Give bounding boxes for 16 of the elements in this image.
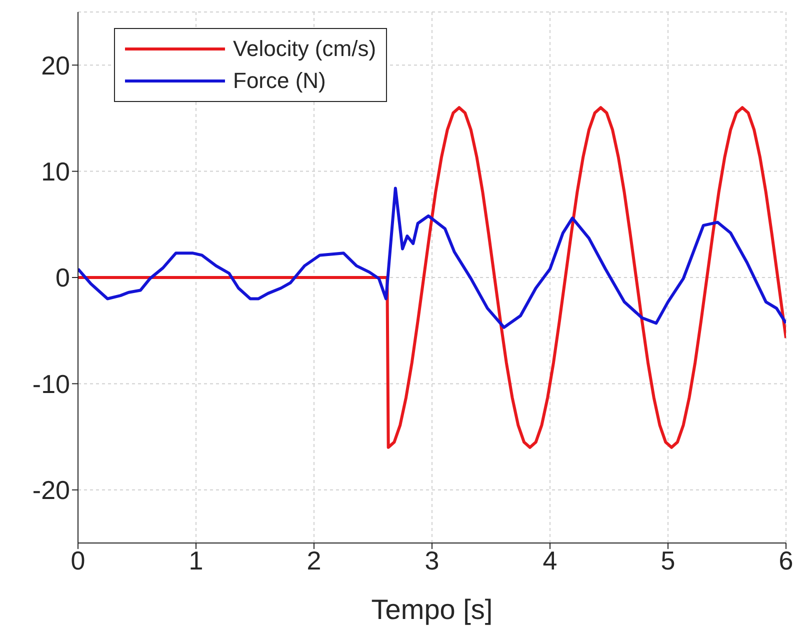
x-tick-label: 6 bbox=[778, 545, 794, 576]
y-tick-label: 20 bbox=[41, 50, 70, 80]
y-tick-label: -10 bbox=[32, 368, 70, 399]
legend-label: Force (N) bbox=[233, 67, 326, 95]
x-tick-label: 5 bbox=[660, 545, 676, 576]
y-tick-label: -20 bbox=[32, 475, 70, 506]
x-tick-label: 2 bbox=[306, 545, 322, 576]
legend-label: Velocity (cm/s) bbox=[233, 35, 376, 63]
x-axis-title: Tempo [s] bbox=[371, 594, 493, 625]
x-tick-label: 4 bbox=[542, 545, 558, 576]
x-tick-label: 3 bbox=[424, 545, 440, 576]
y-tick-label: 0 bbox=[56, 262, 70, 293]
line-series bbox=[78, 186, 786, 329]
line-series bbox=[78, 106, 786, 449]
x-tick-label: 1 bbox=[188, 545, 204, 576]
y-tick-label: 10 bbox=[41, 156, 70, 187]
